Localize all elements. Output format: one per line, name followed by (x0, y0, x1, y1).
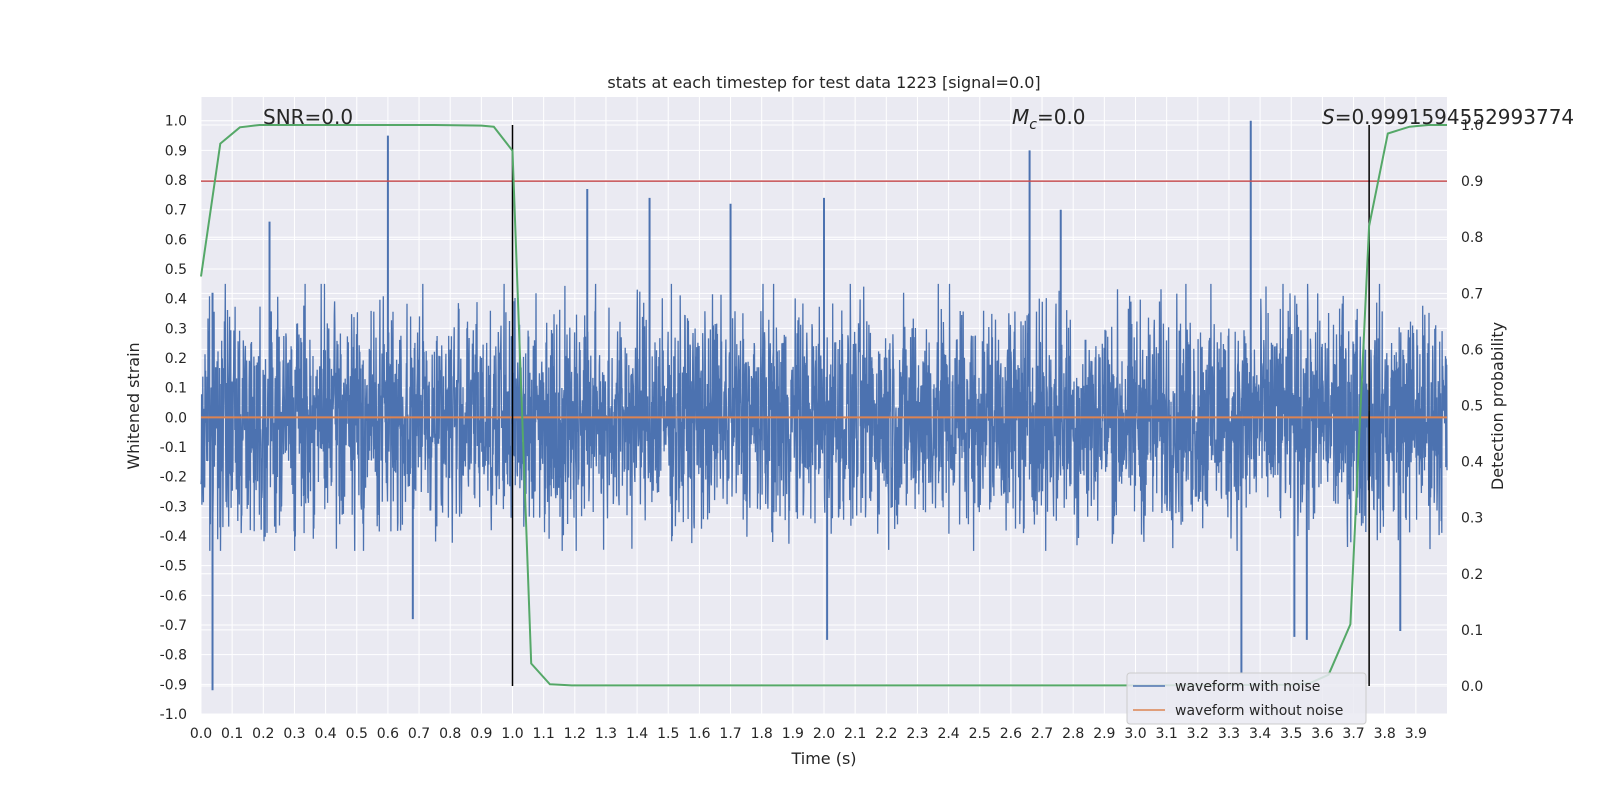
y-tick-label: -0.7 (160, 618, 187, 634)
x-tick-label: 2.3 (906, 726, 928, 742)
y-tick-label: -0.6 (160, 588, 187, 604)
y-right-tick-label: 1.0 (1461, 118, 1483, 134)
y-tick-label: -1.0 (160, 707, 187, 723)
x-tick-label: 2.7 (1031, 726, 1053, 742)
y-right-tick-label: 0.1 (1461, 623, 1483, 639)
x-tick-label: 3.1 (1156, 726, 1178, 742)
y-tick-label: -0.5 (160, 559, 187, 575)
x-tick-label: 0.3 (283, 726, 305, 742)
probability-trace (200, 124, 1447, 687)
y-tick-label: 0.3 (165, 321, 187, 337)
legend: waveform with noise waveform without noi… (1126, 672, 1367, 725)
chart-title: stats at each timestep for test data 122… (607, 73, 1040, 92)
x-tick-label: 1.7 (719, 726, 741, 742)
score-value: =0.9991594552993774 (1335, 105, 1574, 129)
y-right-tick-label: 0.2 (1461, 567, 1483, 583)
y-tick-label: 0.6 (165, 232, 187, 248)
chirp-mass-value: =0.0 (1037, 105, 1086, 129)
y-tick-label: 0.8 (165, 173, 187, 189)
x-tick-label: 0.5 (346, 726, 368, 742)
x-tick-label: 1.6 (688, 726, 710, 742)
x-tick-label: 0.0 (190, 726, 212, 742)
y-ticks-right: 0.0 0.1 0.2 0.3 0.4 0.5 0.6 0.7 0.8 0.9 1.0 (1461, 118, 1483, 695)
x-tick-label: 1.1 (533, 726, 555, 742)
y-tick-label: 0.5 (165, 262, 187, 278)
y-right-tick-label: 0.6 (1461, 342, 1483, 358)
y-tick-label: 0.2 (165, 351, 187, 367)
x-axis-label: Time (s) (790, 749, 856, 768)
y-tick-label: -0.2 (160, 470, 187, 486)
x-tick-label: 2.9 (1093, 726, 1115, 742)
y-tick-label: -0.4 (160, 529, 187, 545)
y-right-tick-label: 0.7 (1461, 286, 1483, 302)
y-tick-label: 0.0 (165, 410, 187, 426)
x-tick-label: 1.3 (595, 726, 617, 742)
x-tick-label: 1.5 (657, 726, 679, 742)
y-tick-label: 0.9 (165, 143, 187, 159)
x-tick-label: 3.4 (1249, 726, 1271, 742)
chirp-mass-symbol: M (1012, 105, 1029, 129)
x-tick-label: 3.6 (1311, 726, 1333, 742)
x-tick-label: 0.7 (408, 726, 430, 742)
score-annotation: S=0.9991594552993774 (1322, 105, 1574, 129)
x-tick-label: 2.1 (844, 726, 866, 742)
x-tick-label: 2.6 (1000, 726, 1022, 742)
x-tick-label: 1.0 (501, 726, 523, 742)
y-right-tick-label: 0.3 (1461, 511, 1483, 527)
y-axis-label: Whitened strain (124, 342, 143, 469)
x-tick-label: 2.4 (937, 726, 959, 742)
x-tick-label: 3.5 (1280, 726, 1302, 742)
x-tick-label: 3.9 (1405, 726, 1427, 742)
x-tick-label: 3.3 (1218, 726, 1240, 742)
y-tick-label: -0.1 (160, 440, 187, 456)
legend-box (1126, 672, 1367, 725)
y-tick-label: 0.7 (165, 203, 187, 219)
x-tick-label: 3.2 (1187, 726, 1209, 742)
x-ticks: 0.0 0.1 0.2 0.3 0.4 0.5 0.6 0.7 0.8 0.9 1.0 1.1 1.2 1… (190, 726, 1427, 742)
x-tick-label: 2.2 (875, 726, 897, 742)
x-tick-label: 2.8 (1062, 726, 1084, 742)
y-axis-label-right: Detection probability (1488, 322, 1507, 490)
y-right-tick-label: 0.8 (1461, 230, 1483, 246)
x-tick-label: 1.2 (564, 726, 586, 742)
y-tick-label: -0.8 (160, 648, 187, 664)
waveform-with-noise (200, 120, 1448, 691)
x-tick-label: 0.6 (377, 726, 399, 742)
y-tick-label: 1.0 (165, 114, 187, 130)
x-tick-label: 3.8 (1374, 726, 1396, 742)
y-right-tick-label: 0.4 (1461, 455, 1483, 471)
detection-probability-line (200, 124, 1447, 687)
x-tick-label: 3.7 (1342, 726, 1364, 742)
y-tick-label: -0.9 (160, 677, 187, 693)
y-right-tick-label: 0.9 (1461, 174, 1483, 190)
x-tick-label: 0.8 (439, 726, 461, 742)
y-tick-label: -0.3 (160, 499, 187, 515)
x-tick-label: 2.5 (969, 726, 991, 742)
x-tick-label: 0.4 (314, 726, 336, 742)
y-tick-label: 0.4 (165, 292, 187, 308)
chirp-mass-subscript: c (1029, 117, 1037, 133)
y-tick-label: 0.1 (165, 381, 187, 397)
x-tick-label: 0.1 (221, 726, 243, 742)
y-ticks-left: -1.0 -0.9 -0.8 -0.7 -0.6 -0.5 -0.4 -0.3 -0.2 -0.1… (160, 114, 187, 723)
chirp-mass-annotation: Mc=0.0 (1012, 105, 1086, 133)
y-right-tick-label: 0.5 (1461, 399, 1483, 415)
snr-annotation: SNR=0.0 (263, 105, 353, 129)
legend-label-clean: waveform without noise (1175, 703, 1343, 719)
x-tick-label: 0.9 (470, 726, 492, 742)
x-tick-label: 3.0 (1124, 726, 1146, 742)
x-tick-label: 0.2 (252, 726, 274, 742)
y-right-tick-label: 0.0 (1461, 679, 1483, 695)
event-markers (511, 125, 1370, 686)
x-tick-label: 2.0 (813, 726, 835, 742)
x-tick-label: 1.9 (782, 726, 804, 742)
x-tick-label: 1.4 (626, 726, 648, 742)
legend-label-noise: waveform with noise (1175, 679, 1320, 695)
x-tick-label: 1.8 (751, 726, 773, 742)
score-symbol: S (1322, 105, 1335, 129)
